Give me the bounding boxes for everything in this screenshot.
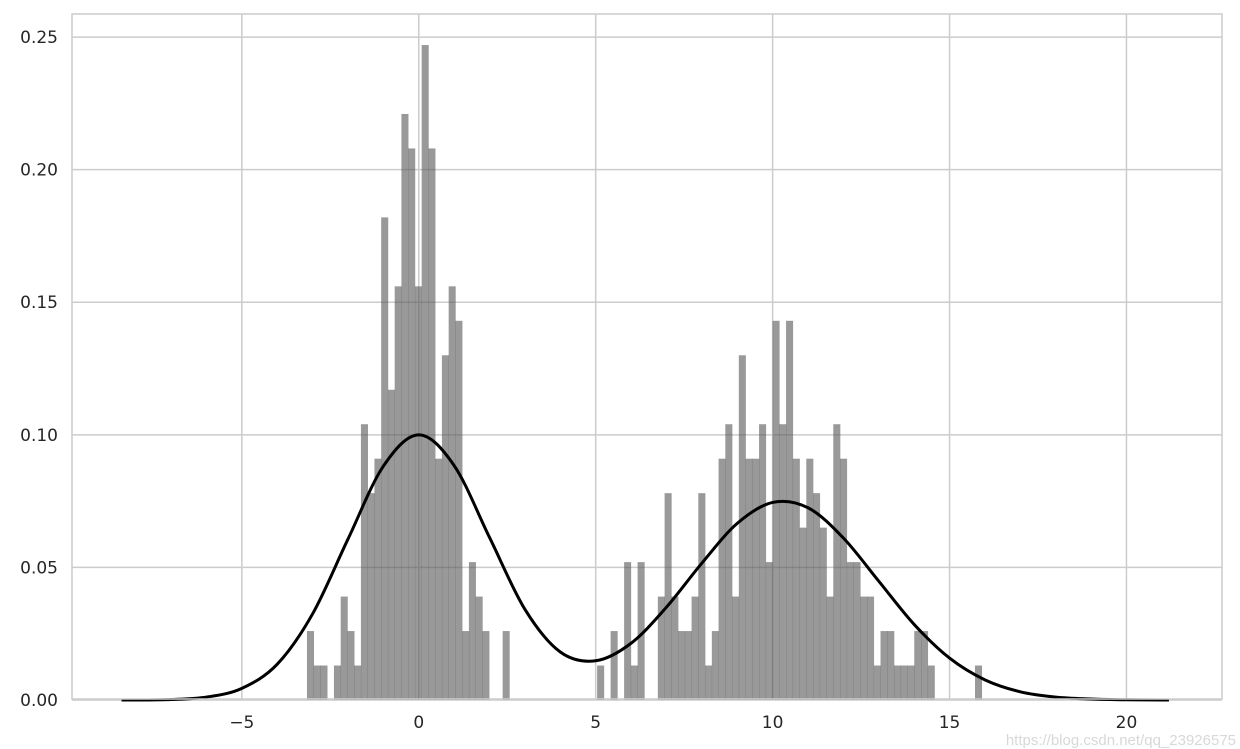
x-axis-ticks: −5 0 5 10 15 20 bbox=[229, 713, 1137, 733]
histogram-bar bbox=[867, 596, 875, 700]
histogram-bar bbox=[637, 562, 645, 700]
histogram-bar bbox=[482, 631, 490, 700]
histogram-bar bbox=[347, 631, 355, 700]
histogram-bar bbox=[786, 320, 794, 700]
histogram-bar bbox=[387, 389, 395, 700]
histogram-bar bbox=[381, 217, 389, 700]
histogram-bar bbox=[502, 631, 510, 700]
histogram-bar bbox=[846, 562, 854, 700]
y-tick-label: 0.10 bbox=[20, 426, 58, 446]
histogram-bar bbox=[799, 527, 807, 700]
histogram-bar bbox=[745, 458, 753, 700]
histogram-bar bbox=[448, 286, 456, 700]
histogram-bar bbox=[597, 665, 605, 700]
histogram-bar bbox=[664, 493, 672, 700]
histogram-bar bbox=[779, 424, 787, 700]
histogram-bar bbox=[354, 665, 362, 700]
histogram-bar bbox=[684, 631, 692, 700]
kde-line bbox=[121, 433, 1169, 702]
histogram-bar bbox=[826, 596, 834, 700]
x-tick-label: −5 bbox=[229, 713, 254, 733]
histogram-bar bbox=[732, 596, 740, 700]
y-tick-label: 0.25 bbox=[20, 28, 58, 48]
histogram-bar bbox=[475, 596, 483, 700]
histogram-bar bbox=[873, 665, 881, 700]
histogram-bars bbox=[306, 45, 983, 701]
histogram-bar bbox=[698, 493, 706, 700]
histogram-bar bbox=[421, 45, 429, 700]
histogram-bar bbox=[725, 424, 733, 700]
histogram-bar bbox=[671, 596, 679, 700]
histogram-bar bbox=[462, 631, 470, 700]
histogram-bar bbox=[819, 527, 827, 700]
histogram-bar bbox=[333, 665, 341, 700]
histogram-bar bbox=[813, 493, 821, 700]
histogram-bar bbox=[894, 665, 902, 700]
histogram-bar bbox=[374, 458, 382, 700]
histogram-bar bbox=[921, 631, 929, 700]
histogram-bar bbox=[900, 665, 908, 700]
histogram-bar bbox=[360, 424, 368, 700]
histogram-bar bbox=[840, 458, 848, 700]
histogram-bar bbox=[880, 631, 888, 700]
histogram-bar bbox=[974, 665, 983, 700]
histogram-bar bbox=[624, 562, 632, 700]
x-tick-label: 0 bbox=[413, 713, 424, 733]
histogram-bar bbox=[401, 113, 409, 700]
histogram-bar bbox=[455, 320, 463, 700]
x-tick-label: 15 bbox=[939, 713, 961, 733]
x-tick-label: 10 bbox=[762, 713, 784, 733]
histogram-bar bbox=[306, 631, 315, 700]
histogram-bar bbox=[752, 458, 760, 700]
histogram-bar bbox=[441, 355, 449, 700]
histogram-bar bbox=[833, 424, 841, 700]
histogram-bar bbox=[630, 665, 638, 700]
histogram-bar bbox=[718, 458, 726, 700]
histogram-bar bbox=[765, 562, 773, 700]
histogram-bar bbox=[887, 631, 895, 700]
histogram-bar bbox=[792, 458, 800, 700]
histogram-bar bbox=[772, 320, 780, 700]
y-tick-label: 0.15 bbox=[20, 293, 58, 313]
histogram-bar bbox=[610, 631, 618, 700]
histogram-bar bbox=[738, 355, 746, 700]
histogram-bar bbox=[705, 665, 713, 700]
histogram-bar bbox=[408, 148, 416, 701]
histogram-bar bbox=[860, 596, 868, 700]
histogram-bar bbox=[927, 665, 935, 700]
histogram-bar bbox=[340, 596, 348, 700]
plot-frame bbox=[71, 13, 1223, 700]
y-tick-label: 0.20 bbox=[20, 161, 58, 181]
watermark: https://blog.csdn.net/qq_23926575 bbox=[1006, 732, 1236, 749]
histogram-bar bbox=[657, 596, 665, 700]
histogram-bar bbox=[711, 631, 719, 700]
histogram-bar bbox=[414, 286, 422, 700]
histogram-bar bbox=[468, 562, 476, 700]
y-tick-label: 0.00 bbox=[20, 691, 58, 711]
histogram-bar bbox=[914, 631, 922, 700]
histogram-bar bbox=[907, 665, 915, 700]
histogram-bar bbox=[678, 631, 686, 700]
y-axis-ticks: 0.00 0.05 0.10 0.15 0.20 0.25 bbox=[20, 28, 58, 711]
y-tick-label: 0.05 bbox=[20, 558, 58, 578]
histogram-bar bbox=[435, 458, 443, 700]
histogram-bar bbox=[691, 596, 699, 700]
x-tick-label: 20 bbox=[1116, 713, 1138, 733]
histogram-bar bbox=[853, 562, 861, 700]
histogram-bar bbox=[806, 458, 814, 700]
histogram-bar bbox=[759, 424, 767, 700]
histogram-bar bbox=[313, 665, 321, 700]
histogram-bar bbox=[428, 148, 436, 701]
histogram-bar bbox=[394, 286, 402, 700]
histogram-bar bbox=[320, 665, 328, 700]
grid bbox=[72, 14, 1222, 701]
x-tick-label: 5 bbox=[590, 713, 601, 733]
histogram-bar bbox=[367, 493, 375, 700]
